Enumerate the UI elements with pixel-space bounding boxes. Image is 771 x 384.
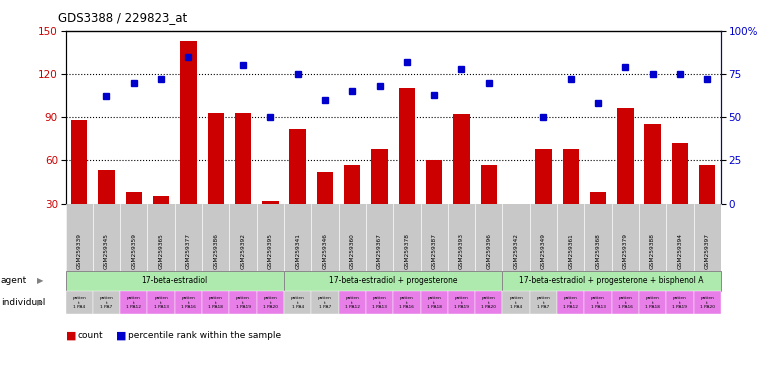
Bar <box>99 170 115 247</box>
Text: patien
t
1 PA7: patien t 1 PA7 <box>537 296 550 309</box>
Bar <box>372 149 388 247</box>
Text: patien
t
1 PA13: patien t 1 PA13 <box>153 296 169 309</box>
Text: GSM259395: GSM259395 <box>268 233 273 269</box>
Text: GSM259365: GSM259365 <box>159 233 163 269</box>
Text: GSM259345: GSM259345 <box>104 233 109 269</box>
Text: ▶: ▶ <box>37 276 43 285</box>
Text: patien
t
1 PA7: patien t 1 PA7 <box>99 296 113 309</box>
Text: patien
t
1 PA4: patien t 1 PA4 <box>72 296 86 309</box>
Bar <box>153 196 170 247</box>
Text: GSM259392: GSM259392 <box>241 233 245 269</box>
Text: GSM259379: GSM259379 <box>623 233 628 269</box>
Text: patien
t
1 PA19: patien t 1 PA19 <box>454 296 469 309</box>
Text: ▶: ▶ <box>37 298 43 307</box>
Text: GSM259397: GSM259397 <box>705 233 710 269</box>
Text: patien
t
1 PA19: patien t 1 PA19 <box>672 296 688 309</box>
Text: patien
t
1 PA20: patien t 1 PA20 <box>263 296 278 309</box>
Text: GSM259386: GSM259386 <box>214 233 218 269</box>
Text: ■: ■ <box>66 331 76 341</box>
Text: GSM259394: GSM259394 <box>678 233 682 269</box>
Text: GSM259346: GSM259346 <box>322 233 328 269</box>
Bar <box>480 165 497 247</box>
Text: GSM259396: GSM259396 <box>487 233 491 269</box>
Text: ■: ■ <box>116 331 126 341</box>
Bar <box>399 88 415 247</box>
Text: 17-beta-estradiol: 17-beta-estradiol <box>142 276 208 285</box>
Text: count: count <box>78 331 103 340</box>
Text: patien
t
1 PA20: patien t 1 PA20 <box>481 296 497 309</box>
Text: agent: agent <box>1 276 27 285</box>
Bar <box>344 165 360 247</box>
Text: patien
t
1 PA18: patien t 1 PA18 <box>645 296 660 309</box>
Text: GSM259367: GSM259367 <box>377 233 382 269</box>
Text: GDS3388 / 229823_at: GDS3388 / 229823_at <box>58 12 187 25</box>
Text: GSM259349: GSM259349 <box>541 233 546 269</box>
Text: 17-beta-estradiol + progesterone + bisphenol A: 17-beta-estradiol + progesterone + bisph… <box>520 276 704 285</box>
Bar <box>262 201 278 247</box>
Text: patien
t
1 PA16: patien t 1 PA16 <box>399 296 414 309</box>
Bar <box>508 207 524 247</box>
Bar <box>207 113 224 247</box>
Text: GSM259377: GSM259377 <box>186 233 191 269</box>
Bar <box>71 120 87 247</box>
Text: GSM259388: GSM259388 <box>650 233 655 269</box>
Text: patien
t
1 PA12: patien t 1 PA12 <box>126 296 141 309</box>
Bar <box>317 172 333 247</box>
Text: patien
t
1 PA12: patien t 1 PA12 <box>563 296 578 309</box>
Bar <box>535 149 551 247</box>
Bar <box>453 114 470 247</box>
Bar <box>563 149 579 247</box>
Text: patien
t
1 PA7: patien t 1 PA7 <box>318 296 332 309</box>
Text: GSM259387: GSM259387 <box>432 233 436 269</box>
Text: individual: individual <box>1 298 45 307</box>
Text: patien
t
1 PA16: patien t 1 PA16 <box>181 296 196 309</box>
Text: patien
t
1 PA19: patien t 1 PA19 <box>235 296 251 309</box>
Text: patien
t
1 PA4: patien t 1 PA4 <box>509 296 523 309</box>
Text: patien
t
1 PA13: patien t 1 PA13 <box>591 296 605 309</box>
Bar <box>617 109 634 247</box>
Bar <box>672 143 689 247</box>
Text: patien
t
1 PA18: patien t 1 PA18 <box>426 296 442 309</box>
Bar <box>590 192 606 247</box>
Text: GSM259359: GSM259359 <box>131 233 136 269</box>
Text: GSM259341: GSM259341 <box>295 233 300 269</box>
Text: GSM259360: GSM259360 <box>350 233 355 269</box>
Bar <box>426 161 443 247</box>
Bar <box>126 192 142 247</box>
Text: GSM259342: GSM259342 <box>513 233 519 269</box>
Text: patien
t
1 PA4: patien t 1 PA4 <box>291 296 305 309</box>
Text: GSM259339: GSM259339 <box>76 233 82 269</box>
Text: GSM259378: GSM259378 <box>404 233 409 269</box>
Text: patien
t
1 PA12: patien t 1 PA12 <box>345 296 360 309</box>
Bar <box>699 165 715 247</box>
Text: GSM259361: GSM259361 <box>568 233 573 269</box>
Text: percentile rank within the sample: percentile rank within the sample <box>128 331 281 340</box>
Text: patien
t
1 PA13: patien t 1 PA13 <box>372 296 387 309</box>
Text: 17-beta-estradiol + progesterone: 17-beta-estradiol + progesterone <box>329 276 457 285</box>
Bar <box>235 113 251 247</box>
Text: patien
t
1 PA16: patien t 1 PA16 <box>618 296 633 309</box>
Text: patien
t
1 PA20: patien t 1 PA20 <box>700 296 715 309</box>
Bar <box>645 124 661 247</box>
Text: GSM259368: GSM259368 <box>595 233 601 269</box>
Bar <box>180 41 197 247</box>
Text: GSM259393: GSM259393 <box>459 233 464 269</box>
Text: patien
t
1 PA18: patien t 1 PA18 <box>208 296 224 309</box>
Bar <box>289 129 306 247</box>
